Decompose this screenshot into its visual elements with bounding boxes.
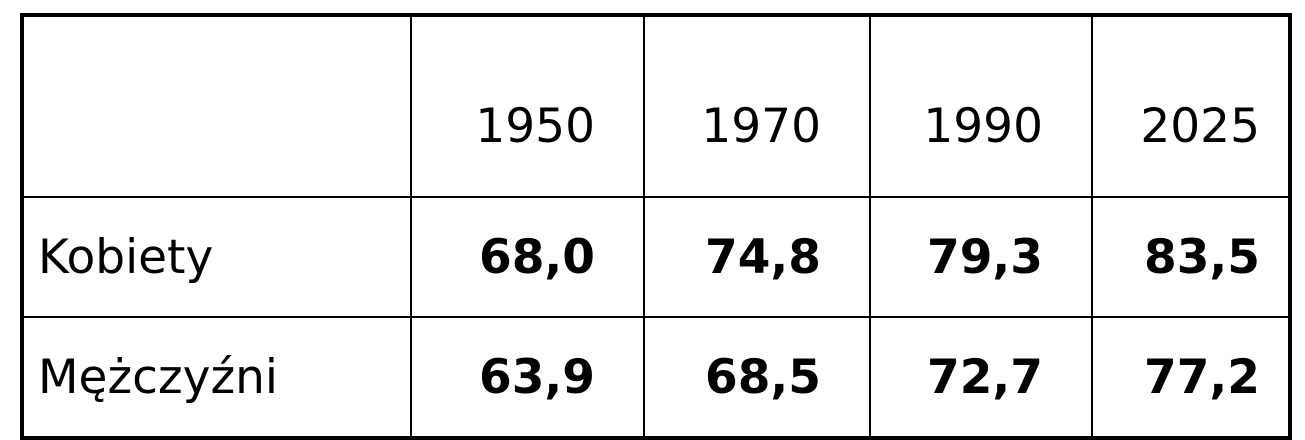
year-header-1950: 1950 <box>410 14 645 198</box>
life-expectancy-table: 1950 1970 1990 2025 Kobiety 68,0 74,8 79… <box>20 13 1292 440</box>
table-row: Mężczyźni 63,9 68,5 72,7 77,2 <box>21 316 1291 439</box>
table-cell: 72,7 <box>869 316 1093 439</box>
table-cell: 77,2 <box>1091 316 1291 439</box>
year-header-1970: 1970 <box>643 14 871 198</box>
table-row: Kobiety 68,0 74,8 79,3 83,5 <box>21 196 1291 318</box>
corner-cell <box>21 14 412 198</box>
row-label-women: Kobiety <box>21 196 412 318</box>
table-cell: 63,9 <box>410 316 645 439</box>
year-header-2025: 2025 <box>1091 14 1291 198</box>
table-cell: 83,5 <box>1091 196 1291 318</box>
table-cell: 68,5 <box>643 316 871 439</box>
table-cell: 68,0 <box>410 196 645 318</box>
table-cell: 79,3 <box>869 196 1093 318</box>
table-cell: 74,8 <box>643 196 871 318</box>
year-header-1990: 1990 <box>869 14 1093 198</box>
header-row: 1950 1970 1990 2025 <box>21 14 1291 198</box>
row-label-men: Mężczyźni <box>21 316 412 439</box>
